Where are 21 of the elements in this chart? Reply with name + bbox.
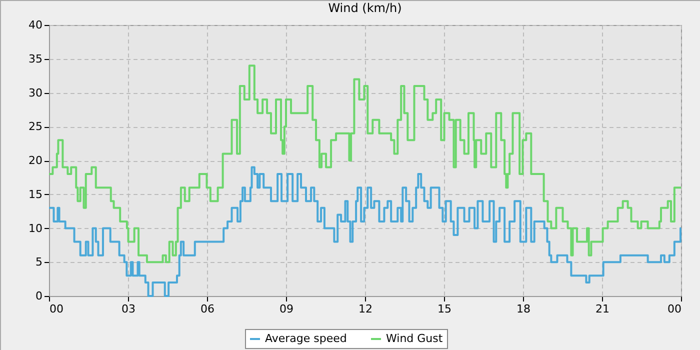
x-tick-label: 00 — [50, 302, 64, 316]
y-tick-label: 35 — [28, 52, 42, 66]
legend-label: Average speed — [265, 332, 347, 345]
y-tick-label: 25 — [28, 120, 42, 134]
y-tick-label: 20 — [28, 154, 42, 167]
x-tick-label: 15 — [438, 302, 452, 316]
y-tick-label: 30 — [28, 86, 42, 100]
y-tick-label: 10 — [28, 222, 42, 235]
x-tick-label: 12 — [358, 302, 372, 316]
y-tick-label: 40 — [28, 18, 42, 32]
x-tick-label: 03 — [122, 302, 136, 316]
x-tick-label: 06 — [200, 302, 214, 316]
y-tick-label: 0 — [36, 290, 42, 302]
chart-title: Wind (km/h) — [328, 1, 402, 15]
y-tick-label: 5 — [36, 256, 42, 269]
legend-label: Wind Gust — [386, 332, 444, 345]
y-tick-label: 15 — [28, 188, 42, 201]
x-tick-label: 09 — [280, 302, 294, 316]
x-tick-label: 21 — [596, 302, 610, 316]
x-tick-label: 00 — [668, 302, 682, 316]
x-tick-label: 18 — [516, 302, 530, 316]
